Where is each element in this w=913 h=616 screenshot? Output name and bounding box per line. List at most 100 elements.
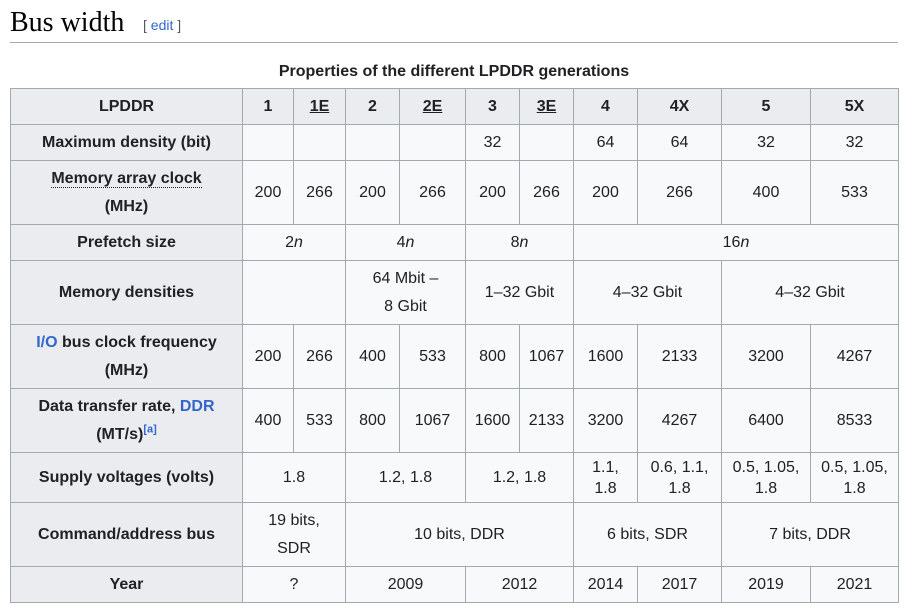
table-cell — [345, 124, 400, 161]
table-cell: 200 — [345, 160, 400, 225]
cell-line: SDR — [277, 539, 311, 557]
header-gen: 5 — [721, 88, 811, 125]
prefetch-var: n — [294, 233, 303, 251]
table-cell: 200 — [242, 324, 294, 389]
table-cell: 0.5, 1.05, 1.8 — [810, 452, 899, 503]
header-gen: 3 — [465, 88, 520, 125]
table-cell: 32 — [810, 124, 899, 161]
header-gen: 1 — [242, 88, 294, 125]
prefetch-var: n — [405, 233, 415, 251]
header-gen: 2 — [345, 88, 400, 125]
table-row: Supply voltages (volts) 1.8 1.2, 1.8 1.2… — [10, 452, 899, 503]
table-cell: 10 bits, DDR — [345, 502, 574, 567]
cell-line: 19 bits, — [268, 511, 320, 529]
prefetch-number: 16 — [722, 233, 741, 251]
table-cell: 1.2, 1.8 — [345, 452, 466, 503]
prefetch-number: 8 — [510, 233, 520, 251]
table-cell: 32 — [465, 124, 520, 161]
section-title: Bus width — [10, 7, 125, 38]
table-row: Year ? 2009 2012 2014 2017 2019 2021 — [10, 566, 899, 603]
array-clock-link[interactable]: Memory array clock — [51, 169, 202, 188]
table-cell: 266 — [399, 160, 466, 225]
cell-line: 0.6, 1.1, — [650, 458, 709, 476]
table-cell: 533 — [293, 388, 346, 453]
table-cell: 266 — [293, 324, 346, 389]
row-label: Year — [10, 566, 243, 603]
table-cell: 1–32 Gbit — [465, 260, 574, 325]
header-gen: 4X — [637, 88, 722, 125]
table-cell: 64 — [637, 124, 722, 161]
header-gen[interactable]: 2E — [399, 88, 466, 125]
table-cell: 8533 — [810, 388, 899, 453]
prefetch-number: 2 — [285, 233, 294, 251]
edit-link[interactable]: edit — [150, 17, 174, 33]
row-label: Data transfer rate, DDR (MT/s)[a] — [10, 388, 243, 453]
cell-line: 0.5, 1.05, — [821, 458, 888, 476]
footnote-link[interactable]: [a] — [143, 423, 157, 436]
row-label-unit: (MT/s) — [96, 425, 144, 443]
cell-line: 64 Mbit – — [372, 269, 439, 287]
table-cell: 266 — [293, 160, 346, 225]
table-cell: 1600 — [573, 324, 638, 389]
cell-line: 1.8 — [754, 479, 778, 497]
row-label: Memory array clock (MHz) — [10, 160, 243, 225]
cell-line: 1.8 — [843, 479, 866, 497]
table-cell: 2009 — [345, 566, 466, 603]
header-gen[interactable]: 1E — [293, 88, 346, 125]
table-cell: 800 — [345, 388, 400, 453]
row-label: Prefetch size — [10, 224, 243, 261]
edit-section: [ edit ] — [143, 17, 181, 33]
table-cell: 7 bits, DDR — [721, 502, 899, 567]
table-cell — [519, 124, 574, 161]
row-label: Supply voltages (volts) — [10, 452, 243, 503]
table-cell: 2019 — [721, 566, 811, 603]
section-heading: Bus width [ edit ] — [10, 4, 898, 43]
table-cell: 1600 — [465, 388, 520, 453]
io-link[interactable]: I/O — [36, 333, 58, 351]
table-cell: 533 — [810, 160, 899, 225]
header-gen-link[interactable]: 1E — [309, 97, 330, 115]
table-cell: 19 bits, SDR — [242, 502, 346, 567]
table-row: Memory densities 64 Mbit – 8 Gbit 1–32 Gb… — [10, 260, 899, 325]
table-cell: 533 — [399, 324, 466, 389]
table-cell: 64 Mbit – 8 Gbit — [345, 260, 466, 325]
table-cell: 1067 — [399, 388, 466, 453]
row-label-text: Data transfer rate, — [38, 397, 180, 415]
table-cell: 4267 — [637, 388, 722, 453]
row-label: Memory densities — [10, 260, 243, 325]
ddr-link[interactable]: DDR — [179, 397, 215, 415]
header-gen-link[interactable]: 2E — [422, 97, 443, 115]
cell-line: 8 Gbit — [384, 297, 427, 315]
table-row: Memory array clock (MHz) 200 266 200 266 … — [10, 160, 899, 225]
table-cell: 1.2, 1.8 — [465, 452, 574, 503]
table-cell: 2017 — [637, 566, 722, 603]
table-cell: 200 — [242, 160, 294, 225]
table-cell — [399, 124, 466, 161]
table-cell: 32 — [721, 124, 811, 161]
header-gen-link[interactable]: 3E — [536, 97, 557, 115]
prefetch-var: n — [740, 233, 750, 251]
table-cell: 4–32 Gbit — [721, 260, 899, 325]
table-cell: 2021 — [810, 566, 899, 603]
table-cell: 200 — [465, 160, 520, 225]
cell-line: 0.5, 1.05, — [732, 458, 800, 476]
table-cell: 3200 — [573, 388, 638, 453]
table-cell: 4–32 Gbit — [573, 260, 722, 325]
table-cell — [242, 260, 346, 325]
header-lpddr: LPDDR — [10, 88, 243, 125]
table-cell — [293, 124, 346, 161]
table-row: Prefetch size 2n 4n 8n 16n — [10, 224, 899, 261]
cell-line: 1.1, — [592, 458, 619, 476]
table-row: Data transfer rate, DDR (MT/s)[a] 400 533… — [10, 388, 899, 453]
prefetch-number: 4 — [396, 233, 406, 251]
header-gen[interactable]: 3E — [519, 88, 574, 125]
table-cell: 64 — [573, 124, 638, 161]
table-row: I/O bus clock frequency (MHz) 200 266 400… — [10, 324, 899, 389]
table-row: Maximum density (bit) 32 64 64 32 32 — [10, 124, 899, 161]
table-cell — [242, 124, 294, 161]
table-cell: 16n — [573, 224, 899, 261]
table-cell: 4n — [345, 224, 466, 261]
row-label: Command/address bus — [10, 502, 243, 567]
table-row: Command/address bus 19 bits, SDR 10 bits,… — [10, 502, 899, 567]
table-cell: 400 — [345, 324, 400, 389]
